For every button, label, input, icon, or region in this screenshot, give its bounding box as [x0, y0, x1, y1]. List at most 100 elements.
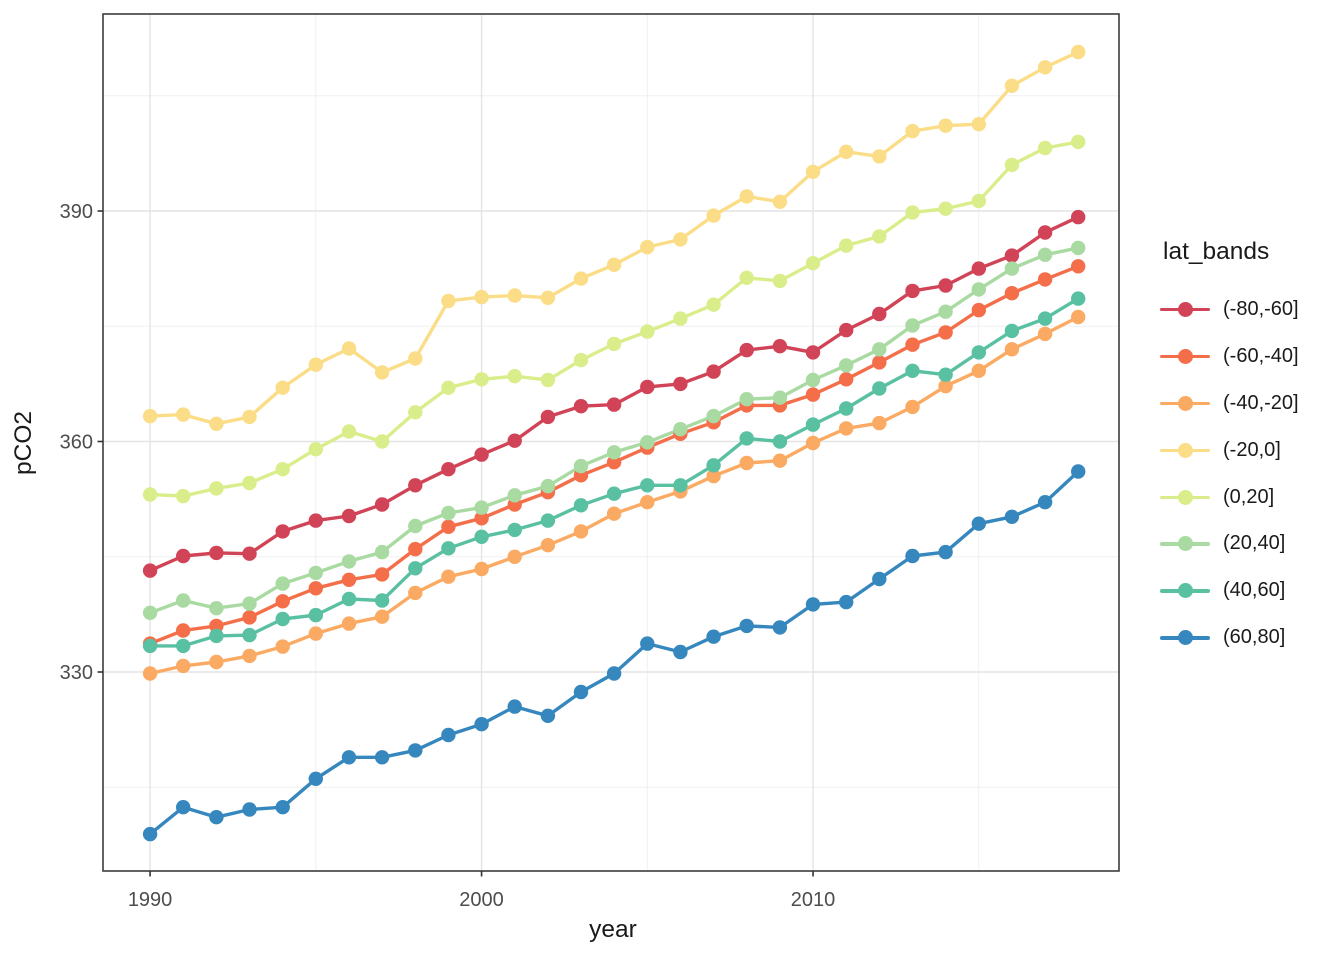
- data-point: [573, 684, 589, 700]
- data-point: [673, 232, 688, 247]
- data-point: [706, 208, 721, 223]
- data-point: [308, 357, 323, 372]
- data-point: [706, 629, 721, 644]
- x-tick-label: 2010: [791, 889, 836, 911]
- data-point: [507, 488, 522, 503]
- data-point: [242, 409, 257, 425]
- data-point: [1037, 272, 1053, 287]
- data-point: [606, 666, 622, 681]
- panel-rect: [103, 14, 1119, 871]
- legend-entry: (-60,-40]: [1160, 333, 1340, 380]
- data-point: [540, 708, 556, 723]
- data-point: [341, 341, 357, 356]
- data-point: [408, 561, 423, 576]
- x-tick-label: 1990: [128, 889, 173, 911]
- data-point: [606, 336, 622, 352]
- data-point: [474, 289, 489, 305]
- data-point: [374, 567, 390, 582]
- data-point: [540, 290, 556, 305]
- legend-key-dot: [1177, 536, 1193, 552]
- data-point: [839, 401, 854, 416]
- legend-key-dot: [1177, 301, 1193, 317]
- data-point: [640, 379, 655, 395]
- legend-key-dot: [1177, 489, 1193, 505]
- legend-key-dot: [1177, 348, 1193, 364]
- data-point: [673, 478, 688, 493]
- data-point: [805, 256, 821, 271]
- data-point: [176, 638, 191, 654]
- data-point: [971, 345, 986, 360]
- data-point: [176, 593, 191, 608]
- data-point: [839, 322, 854, 338]
- data-point: [242, 610, 257, 625]
- legend-entries: (-80,-60] (-60,-40] (-40,-20] (-20,0] (0,20]…: [1160, 286, 1340, 661]
- data-point: [341, 554, 357, 569]
- data-point: [739, 189, 754, 204]
- data-point: [374, 609, 390, 624]
- data-point: [507, 288, 522, 303]
- legend-key-icon: [1160, 395, 1210, 412]
- data-point: [606, 257, 622, 272]
- series-points: [142, 44, 1086, 842]
- data-point: [540, 372, 556, 388]
- data-point: [1004, 342, 1020, 357]
- data-point: [805, 417, 821, 432]
- data-point: [374, 593, 390, 608]
- data-point: [606, 397, 622, 412]
- data-point: [341, 508, 357, 524]
- data-point: [408, 518, 423, 534]
- data-point: [938, 367, 953, 382]
- y-tick-label: 330: [60, 662, 93, 684]
- data-point: [640, 636, 655, 651]
- data-point: [1004, 323, 1020, 339]
- data-point: [176, 548, 191, 564]
- data-point: [507, 549, 522, 564]
- data-point: [905, 123, 920, 139]
- data-point: [938, 118, 953, 133]
- data-point: [1037, 140, 1053, 156]
- legend-key-dot: [1177, 395, 1193, 411]
- data-point: [507, 522, 522, 538]
- data-point: [573, 352, 589, 368]
- data-point: [341, 616, 357, 631]
- legend-key-icon: [1160, 582, 1210, 599]
- data-point: [176, 800, 191, 815]
- panel-border-rect: [102, 13, 1120, 872]
- data-point: [839, 238, 854, 253]
- data-point: [1037, 247, 1053, 262]
- legend-key-dot: [1177, 442, 1193, 458]
- data-point: [441, 462, 456, 477]
- legend-key-icon: [1160, 442, 1210, 459]
- data-point: [905, 205, 920, 220]
- legend-entry: (-80,-60]: [1160, 286, 1340, 333]
- data-point: [872, 306, 887, 322]
- data-point: [971, 516, 986, 531]
- data-point: [441, 541, 456, 556]
- data-point: [971, 117, 986, 132]
- data-point: [408, 541, 423, 557]
- data-point: [573, 498, 589, 513]
- data-point: [474, 447, 489, 462]
- data-point: [142, 605, 158, 620]
- data-point: [673, 311, 688, 326]
- data-point: [706, 364, 721, 379]
- data-point: [507, 369, 522, 384]
- data-point: [176, 658, 191, 674]
- data-point: [606, 486, 622, 501]
- data-point: [242, 648, 257, 664]
- data-point: [540, 538, 556, 553]
- data-point: [640, 495, 655, 510]
- data-point: [441, 380, 456, 395]
- data-point: [341, 750, 357, 765]
- data-point: [839, 421, 854, 436]
- data-point: [872, 149, 887, 164]
- data-point: [242, 596, 257, 611]
- legend-key-icon: [1160, 301, 1210, 318]
- data-point: [308, 626, 323, 641]
- data-point: [971, 193, 986, 209]
- data-point: [805, 345, 821, 360]
- series-points-4: [142, 134, 1086, 504]
- y-tick-label: 390: [60, 201, 93, 223]
- data-point: [540, 478, 556, 494]
- data-point: [374, 750, 390, 765]
